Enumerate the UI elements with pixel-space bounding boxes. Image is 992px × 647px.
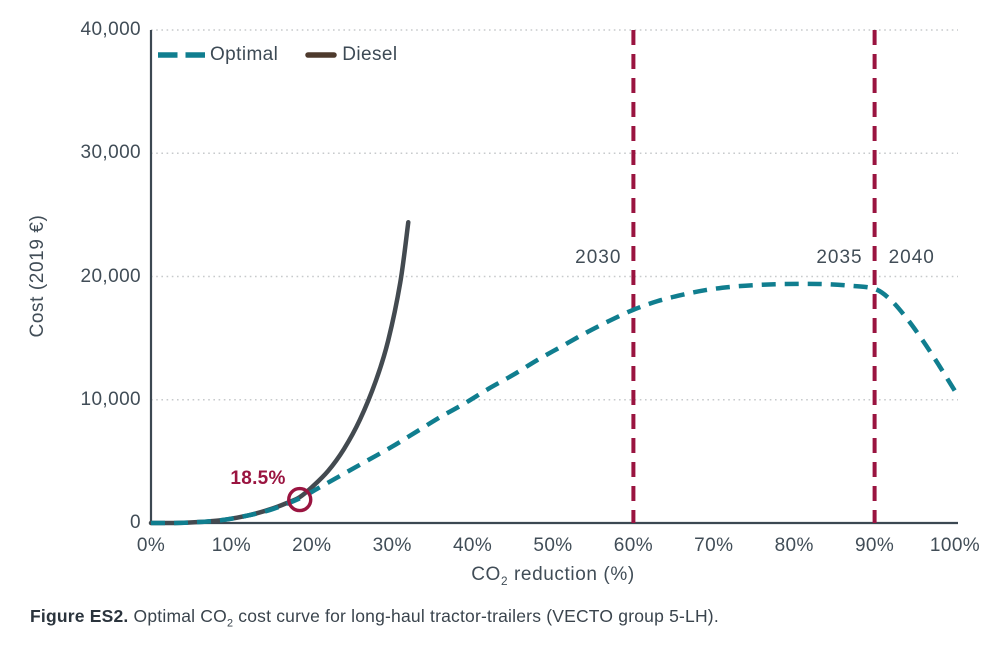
y-tick-label: 0 [130, 512, 141, 533]
x-tick-label: 80% [774, 535, 814, 556]
year-label-2035: 2035 [816, 247, 863, 268]
x-tick-label: 50% [533, 535, 573, 556]
legend-item-diesel: Diesel [305, 44, 397, 66]
x-tick-label: 90% [854, 535, 895, 556]
x-tick-label: 20% [292, 535, 332, 556]
x-tick-label: 70% [694, 535, 734, 556]
x-tick-label: 40% [452, 535, 493, 556]
legend: Optimal Diesel [158, 44, 397, 66]
legend-swatch-diesel [305, 52, 338, 58]
annotation-marker-circle [287, 486, 313, 513]
legend-item-optimal: Optimal [158, 44, 278, 66]
year-label-2030: 2030 [575, 247, 622, 268]
year-label-2040: 2040 [888, 247, 935, 268]
caption-figure-number: Figure ES2. [30, 606, 129, 626]
y-tick-label: 30,000 [80, 142, 141, 164]
y-tick-label: 10,000 [80, 388, 141, 410]
co2-subscript: 2 [226, 617, 234, 630]
y-tick-label: 40,000 [80, 19, 141, 40]
x-tick-label: 30% [372, 535, 412, 556]
y-tick-label: 20,000 [80, 265, 141, 287]
x-tick-label: 10% [211, 535, 251, 556]
figure-caption: Figure ES2. Optimal CO2 cost curve for l… [30, 606, 719, 630]
legend-label: Diesel [342, 44, 398, 65]
diesel-curve [148, 220, 411, 526]
optimal-curve [150, 281, 957, 526]
x-tick-label: 60% [613, 535, 653, 556]
co2-subscript: 2 [500, 574, 509, 588]
legend-swatch-optimal [158, 52, 205, 58]
x-tick-label: 0% [136, 535, 166, 556]
legend-label: Optimal [210, 44, 279, 65]
x-tick-label: 100% [929, 535, 981, 556]
x-axis-title: CO2 reduction (%) [471, 564, 635, 588]
annotation-label: 18.5% [230, 467, 286, 489]
